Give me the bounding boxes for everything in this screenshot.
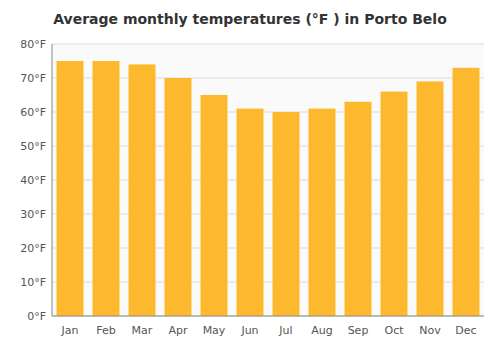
- y-tick-label: 50°F: [20, 140, 46, 153]
- y-tick-label: 40°F: [20, 174, 46, 187]
- grid-line: [52, 316, 484, 317]
- y-grid: [52, 44, 484, 316]
- bar: [201, 95, 228, 316]
- y-tick-label: 60°F: [20, 106, 46, 119]
- y-tick-label: 0°F: [27, 310, 46, 323]
- x-tick-label: Sep: [348, 324, 369, 337]
- chart-container: Average monthly temperatures (°F ) in Po…: [0, 0, 500, 350]
- x-tick-label: Apr: [168, 324, 188, 337]
- x-tick-label: Jan: [61, 324, 79, 337]
- bar: [129, 64, 156, 316]
- x-tick-label: Jul: [278, 324, 292, 337]
- x-tick-label: Nov: [419, 324, 441, 337]
- bar: [165, 78, 192, 316]
- bar: [453, 68, 480, 316]
- x-axis-line: [52, 316, 484, 317]
- y-tick-label: 30°F: [20, 208, 46, 221]
- bar: [93, 61, 120, 316]
- bar: [237, 109, 264, 316]
- plot-background: [52, 44, 484, 316]
- bar: [381, 92, 408, 316]
- grid-line: [52, 44, 484, 45]
- bar: [309, 109, 336, 316]
- y-tick-label: 10°F: [20, 276, 46, 289]
- chart-title: Average monthly temperatures (°F ) in Po…: [53, 11, 447, 27]
- x-tick-label: Oct: [384, 324, 404, 337]
- y-tick-label: 70°F: [20, 72, 46, 85]
- bars: [57, 61, 480, 316]
- bar: [345, 102, 372, 316]
- x-tick-labels: Jan Feb Mar Apr May Jun Jul Aug Sep Oct Nov Dec: [61, 324, 477, 337]
- y-tick-label: 20°F: [20, 242, 46, 255]
- x-tick-label: Dec: [455, 324, 476, 337]
- bar: [57, 61, 84, 316]
- x-tick-label: May: [203, 324, 226, 337]
- x-tick-label: Jun: [240, 324, 258, 337]
- bar: [417, 81, 444, 316]
- x-tick-label: Mar: [132, 324, 153, 337]
- x-tick-label: Aug: [311, 324, 332, 337]
- bar: [273, 112, 300, 316]
- x-tick-label: Feb: [96, 324, 115, 337]
- y-tick-label: 80°F: [20, 38, 46, 51]
- chart-svg: Average monthly temperatures (°F ) in Po…: [0, 0, 500, 350]
- y-axis-line: [52, 44, 53, 316]
- y-tick-labels: 0°F 10°F 20°F 30°F 40°F 50°F 60°F 70°F 80°F: [20, 38, 46, 323]
